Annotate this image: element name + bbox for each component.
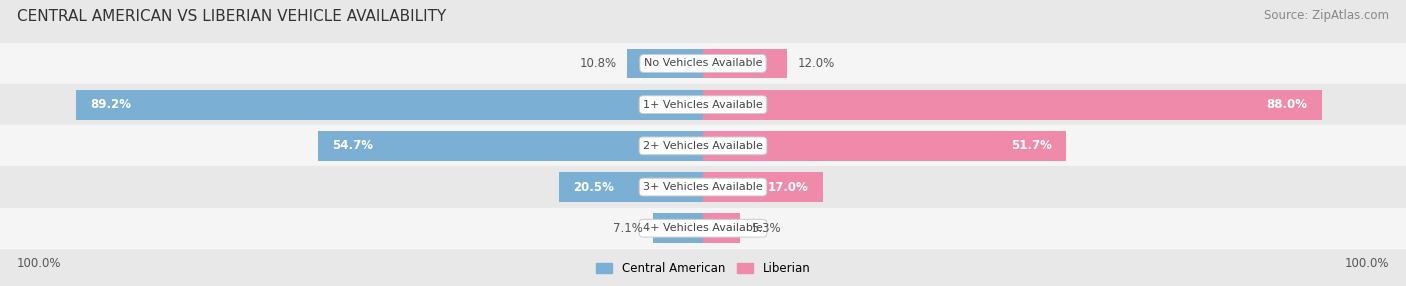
Bar [0, 125, 1406, 166]
Text: 7.1%: 7.1% [613, 222, 643, 235]
Legend: Central American, Liberian: Central American, Liberian [591, 258, 815, 280]
Text: 17.0%: 17.0% [768, 180, 808, 194]
Text: 100.0%: 100.0% [1344, 257, 1389, 270]
Text: 5.3%: 5.3% [751, 222, 780, 235]
Text: 100.0%: 100.0% [17, 257, 62, 270]
Text: 10.8%: 10.8% [579, 57, 616, 70]
Bar [703, 131, 1067, 161]
Text: 12.0%: 12.0% [799, 57, 835, 70]
Bar [703, 172, 823, 202]
Text: 4+ Vehicles Available: 4+ Vehicles Available [643, 223, 763, 233]
Text: 1+ Vehicles Available: 1+ Vehicles Available [643, 100, 763, 110]
Bar [0, 84, 1406, 125]
Text: CENTRAL AMERICAN VS LIBERIAN VEHICLE AVAILABILITY: CENTRAL AMERICAN VS LIBERIAN VEHICLE AVA… [17, 9, 446, 23]
Text: 51.7%: 51.7% [1011, 139, 1052, 152]
Text: 88.0%: 88.0% [1267, 98, 1308, 111]
Bar [703, 90, 1322, 120]
Text: 3+ Vehicles Available: 3+ Vehicles Available [643, 182, 763, 192]
Bar [318, 131, 703, 161]
Bar [0, 43, 1406, 84]
Text: No Vehicles Available: No Vehicles Available [644, 59, 762, 68]
Text: 89.2%: 89.2% [90, 98, 131, 111]
Bar [703, 49, 787, 78]
Bar [652, 213, 703, 243]
Bar [703, 213, 741, 243]
Bar [0, 208, 1406, 249]
Bar [0, 166, 1406, 208]
Text: 2+ Vehicles Available: 2+ Vehicles Available [643, 141, 763, 151]
Bar [627, 49, 703, 78]
Text: 54.7%: 54.7% [332, 139, 374, 152]
Text: Source: ZipAtlas.com: Source: ZipAtlas.com [1264, 9, 1389, 21]
Bar [76, 90, 703, 120]
Text: 20.5%: 20.5% [574, 180, 614, 194]
Bar [560, 172, 703, 202]
